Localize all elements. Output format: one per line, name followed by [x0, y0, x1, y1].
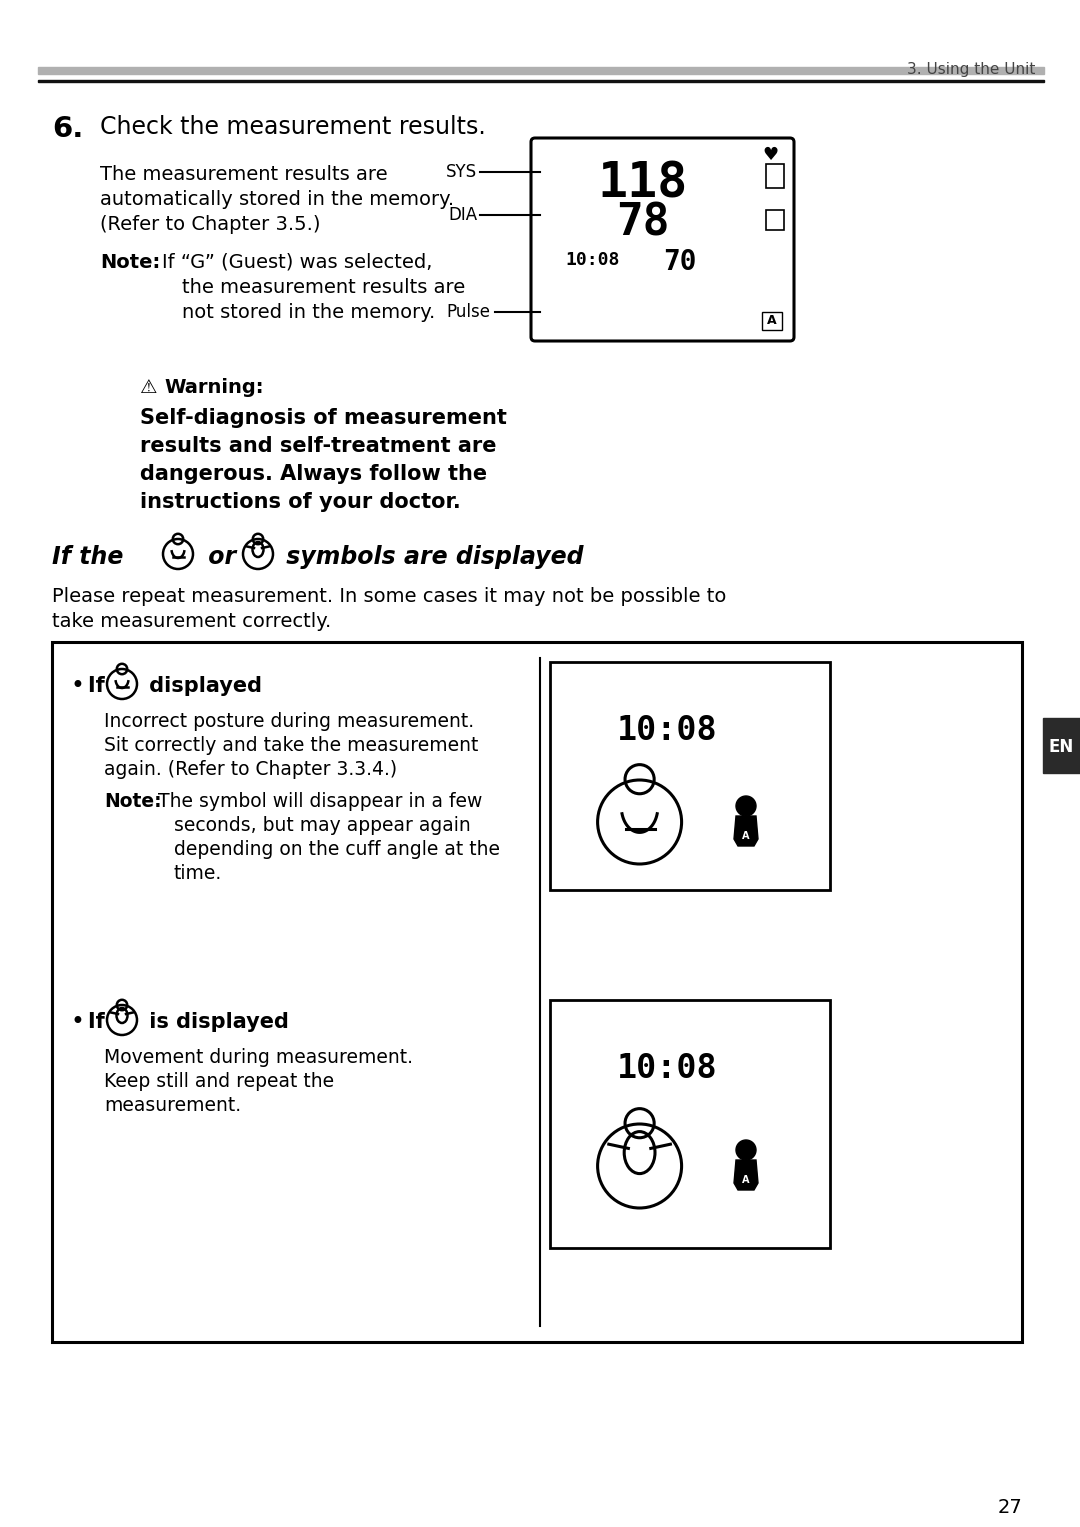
Text: symbols are displayed: symbols are displayed: [278, 545, 583, 570]
Text: 118: 118: [598, 159, 688, 208]
Text: Incorrect posture during measurement.: Incorrect posture during measurement.: [104, 712, 474, 731]
Bar: [38, 67, 1044, 73]
Text: Warning:: Warning:: [164, 379, 264, 397]
Text: Keep still and repeat the: Keep still and repeat the: [104, 1072, 334, 1090]
Text: If: If: [87, 676, 112, 696]
Bar: [762, 312, 782, 330]
Text: take measurement correctly.: take measurement correctly.: [52, 612, 332, 631]
Text: measurement.: measurement.: [104, 1096, 241, 1115]
Text: The symbol will disappear in a few: The symbol will disappear in a few: [158, 793, 483, 811]
Text: 78: 78: [617, 202, 670, 244]
Text: A: A: [742, 831, 750, 841]
Text: instructions of your doctor.: instructions of your doctor.: [140, 492, 461, 512]
Polygon shape: [734, 1161, 758, 1190]
Text: 70: 70: [663, 247, 697, 276]
Text: 10:08: 10:08: [566, 250, 620, 269]
Bar: [38, 79, 1044, 82]
Circle shape: [735, 1141, 756, 1161]
Bar: [766, 211, 784, 231]
Text: ⚠: ⚠: [140, 379, 158, 397]
Text: 10:08: 10:08: [618, 1052, 718, 1084]
Text: 10:08: 10:08: [618, 713, 718, 747]
Text: A: A: [742, 1174, 750, 1185]
Text: (Refer to Chapter 3.5.): (Refer to Chapter 3.5.): [100, 215, 321, 234]
Text: Movement during measurement.: Movement during measurement.: [104, 1048, 413, 1067]
Text: 3. Using the Unit: 3. Using the Unit: [906, 63, 1035, 76]
Text: or: or: [200, 545, 244, 570]
Bar: [550, 1000, 831, 1248]
Text: Please repeat measurement. In some cases it may not be possible to: Please repeat measurement. In some cases…: [52, 586, 727, 606]
Text: displayed: displayed: [141, 676, 262, 696]
Bar: [766, 163, 784, 188]
Text: 27: 27: [998, 1498, 1023, 1516]
Text: time.: time.: [174, 864, 222, 883]
Polygon shape: [734, 815, 758, 846]
Text: The measurement results are: The measurement results are: [100, 165, 388, 183]
Text: not stored in the memory.: not stored in the memory.: [183, 302, 435, 322]
Text: Self-diagnosis of measurement: Self-diagnosis of measurement: [140, 408, 507, 428]
FancyBboxPatch shape: [531, 137, 794, 341]
Bar: [52, 641, 1022, 1342]
Text: is displayed: is displayed: [141, 1012, 288, 1032]
Text: Note:: Note:: [104, 793, 162, 811]
Text: again. (Refer to Chapter 3.3.4.): again. (Refer to Chapter 3.3.4.): [104, 760, 397, 779]
Text: •: •: [70, 1009, 84, 1034]
Text: If: If: [87, 1012, 112, 1032]
Text: If “G” (Guest) was selected,: If “G” (Guest) was selected,: [162, 253, 432, 272]
Text: If the: If the: [52, 545, 132, 570]
Circle shape: [735, 796, 756, 815]
Text: dangerous. Always follow the: dangerous. Always follow the: [140, 464, 487, 484]
Text: 6.: 6.: [52, 115, 83, 144]
Text: Check the measurement results.: Check the measurement results.: [100, 115, 486, 139]
Text: depending on the cuff angle at the: depending on the cuff angle at the: [174, 840, 500, 860]
Text: ♥: ♥: [761, 147, 778, 163]
Bar: [1043, 718, 1080, 773]
Text: results and self-treatment are: results and self-treatment are: [140, 437, 497, 457]
Text: •: •: [70, 673, 84, 698]
Text: automatically stored in the memory.: automatically stored in the memory.: [100, 189, 454, 209]
Text: DIA: DIA: [448, 206, 477, 224]
Text: seconds, but may appear again: seconds, but may appear again: [174, 815, 471, 835]
Text: Sit correctly and take the measurement: Sit correctly and take the measurement: [104, 736, 478, 754]
Bar: [550, 663, 831, 890]
Text: SYS: SYS: [446, 163, 477, 182]
Text: Pulse: Pulse: [446, 302, 490, 321]
Text: Note:: Note:: [100, 253, 160, 272]
Text: EN: EN: [1049, 739, 1075, 756]
Text: the measurement results are: the measurement results are: [183, 278, 465, 296]
Text: A: A: [767, 315, 777, 327]
